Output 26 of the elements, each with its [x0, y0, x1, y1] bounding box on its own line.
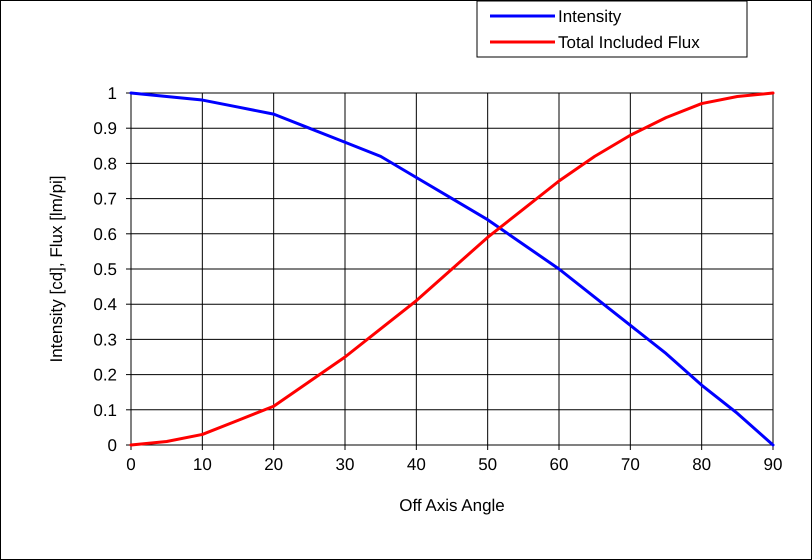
y-tick-label: 1 [108, 84, 117, 103]
y-axis-title: Intensity [cd], Flux [lm/pi] [47, 175, 66, 363]
legend-label: Intensity [558, 7, 622, 26]
x-tick-label: 10 [192, 455, 212, 474]
y-tick-label: 0 [108, 436, 117, 455]
x-tick-label: 50 [478, 455, 498, 474]
x-axis-title: Off Axis Angle [399, 496, 505, 515]
y-tick-label: 0.7 [93, 190, 117, 209]
y-tick-label: 0.1 [93, 400, 117, 420]
y-tick-label: 0.3 [93, 330, 117, 350]
x-tick-label: 60 [550, 455, 568, 474]
x-tick-label: 90 [764, 455, 782, 474]
x-tick-label: 40 [406, 455, 426, 474]
y-tick-label: 0.4 [93, 295, 117, 314]
y-tick-label: 0.2 [93, 366, 117, 385]
legend-label: Total Included Flux [558, 33, 700, 52]
x-tick-label: 80 [692, 455, 712, 474]
y-tick-label: 0.6 [93, 224, 117, 244]
x-tick-label: 70 [620, 455, 640, 474]
y-tick-label: 0.5 [93, 260, 117, 279]
y-tick-label: 0.8 [93, 154, 117, 174]
line-series [130, 92, 774, 446]
x-tick-label: 20 [264, 455, 284, 474]
x-tick-label: 0 [126, 455, 136, 474]
y-tick-label: 0.9 [93, 119, 117, 138]
x-tick-label: 30 [336, 455, 354, 474]
